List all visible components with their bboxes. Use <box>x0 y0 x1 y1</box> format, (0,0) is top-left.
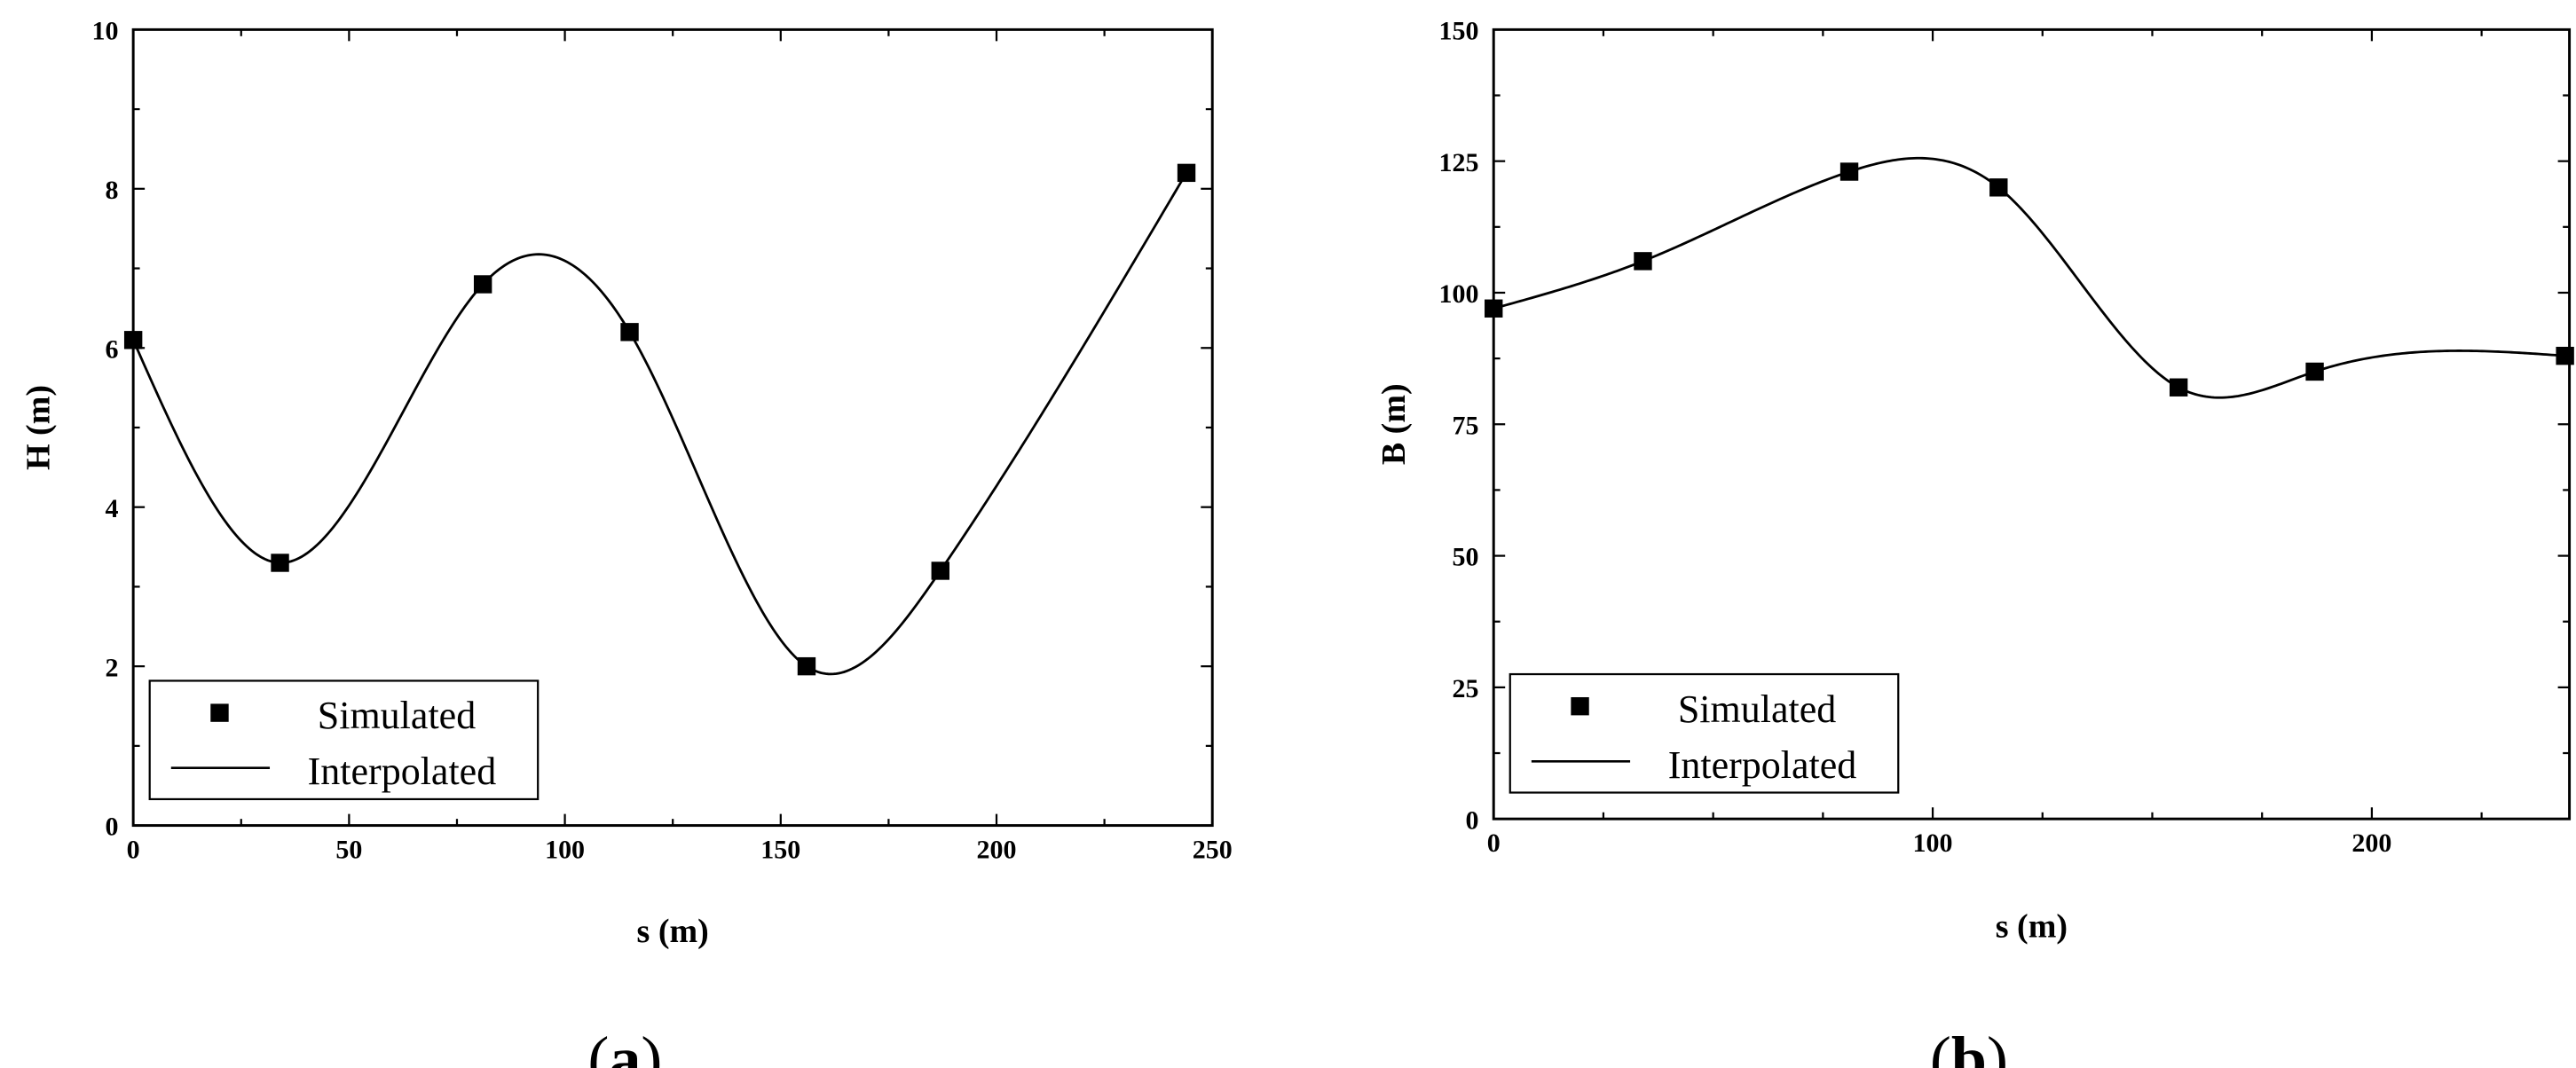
chart-panel-a: 0 50 100 150 200 250 0 2 4 6 8 10 s (m) H (m) Simulate… <box>20 16 1233 1068</box>
simulated-point-a <box>931 561 949 580</box>
y-tick-label-b: 100 <box>1439 279 1479 309</box>
y-tick-label-a: 8 <box>105 176 118 205</box>
x-axis-title-b: s (m) <box>1996 908 2068 946</box>
legend-label-interpolated-b: Interpolated <box>1668 743 1857 787</box>
legend-a: Simulated Interpolated <box>148 679 540 801</box>
y-tick-label-b: 50 <box>1453 543 1479 572</box>
series-line-interpolated-a <box>131 172 1188 676</box>
legend-b: Simulated Interpolated <box>1509 672 1900 794</box>
y-tick-label-a: 4 <box>105 494 118 523</box>
tick-marks-a <box>132 28 1214 827</box>
panel-label-a: (a) <box>587 1024 662 1068</box>
simulated-point-a <box>1177 163 1196 183</box>
x-tick-label-a: 200 <box>977 836 1017 865</box>
y-axis-title-b: B (m) <box>1375 383 1413 465</box>
legend-box-a <box>148 679 540 801</box>
panel-label-b: (b) <box>1930 1024 2008 1068</box>
simulated-point-a <box>473 275 492 294</box>
y-tick-label-b: 150 <box>1439 16 1479 45</box>
legend-label-interpolated-a: Interpolated <box>308 750 497 793</box>
simulated-point-b <box>1634 252 1652 271</box>
simulated-point-a <box>620 323 639 342</box>
simulated-point-b <box>1989 178 2008 197</box>
legend-label-simulated-b: Simulated <box>1678 687 1836 731</box>
x-axis-title-a: s (m) <box>637 913 709 950</box>
simulated-point-b <box>2556 346 2574 365</box>
simulated-point-a <box>271 554 289 572</box>
legend-marker-simulated-b <box>1571 696 1589 716</box>
y-tick-label-a: 0 <box>105 813 118 842</box>
x-tick-label-a: 150 <box>760 836 800 865</box>
legend-label-simulated-a: Simulated <box>318 694 476 737</box>
x-tick-label-b: 200 <box>2351 828 2391 858</box>
series-line-interpolated-b <box>1493 156 2565 399</box>
y-axis-title-a: H (m) <box>20 385 58 470</box>
x-tick-label-b: 100 <box>1913 828 1953 858</box>
x-tick-label-a: 250 <box>1193 836 1233 865</box>
x-tick-label-b: 0 <box>1487 828 1501 858</box>
legend-marker-simulated-a <box>210 703 229 722</box>
y-tick-label-b: 125 <box>1439 148 1479 177</box>
simulated-point-b <box>1485 299 1503 318</box>
x-tick-label-a: 0 <box>127 836 140 865</box>
x-tick-label-a: 100 <box>545 836 585 865</box>
y-tick-label-b: 25 <box>1453 674 1479 703</box>
simulated-point-b <box>2169 378 2188 397</box>
simulated-point-a <box>797 656 816 676</box>
simulated-point-a <box>123 331 143 349</box>
simulated-point-b <box>2305 362 2324 381</box>
y-tick-label-b: 0 <box>1466 805 1479 835</box>
legend-box-b <box>1509 672 1900 794</box>
y-tick-label-b: 75 <box>1453 411 1479 440</box>
y-tick-label-a: 2 <box>105 653 118 682</box>
x-tick-label-a: 50 <box>335 836 362 865</box>
y-tick-label-a: 10 <box>91 16 118 45</box>
chart-panel-b: 0 100 200 0 25 50 75 100 125 150 s (m) B (m) Simulat… <box>1375 16 2574 1068</box>
simulated-point-b <box>1839 162 1859 181</box>
y-tick-label-a: 6 <box>105 334 118 364</box>
